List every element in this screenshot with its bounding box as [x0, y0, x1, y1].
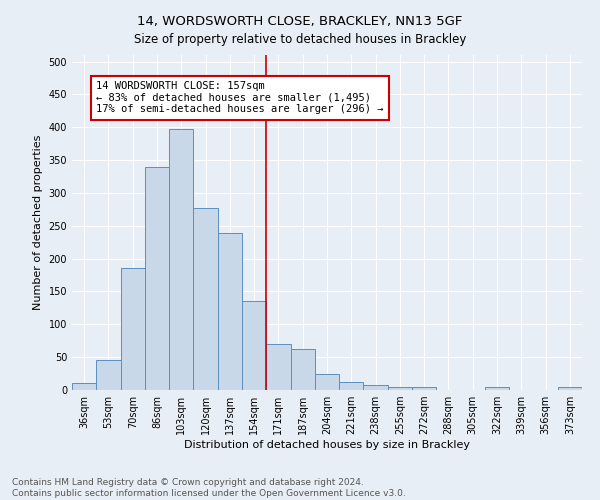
- Bar: [145, 168, 169, 390]
- Bar: [388, 386, 412, 390]
- Bar: [169, 128, 193, 390]
- Text: Contains HM Land Registry data © Crown copyright and database right 2024.
Contai: Contains HM Land Registry data © Crown c…: [12, 478, 406, 498]
- Bar: [339, 382, 364, 390]
- Bar: [315, 374, 339, 390]
- Bar: [364, 386, 388, 390]
- Bar: [558, 386, 582, 390]
- Y-axis label: Number of detached properties: Number of detached properties: [33, 135, 43, 310]
- Bar: [218, 233, 242, 390]
- X-axis label: Distribution of detached houses by size in Brackley: Distribution of detached houses by size …: [184, 440, 470, 450]
- Bar: [96, 360, 121, 390]
- Bar: [121, 268, 145, 390]
- Text: 14, WORDSWORTH CLOSE, BRACKLEY, NN13 5GF: 14, WORDSWORTH CLOSE, BRACKLEY, NN13 5GF: [137, 15, 463, 28]
- Bar: [290, 348, 315, 390]
- Text: Size of property relative to detached houses in Brackley: Size of property relative to detached ho…: [134, 32, 466, 46]
- Bar: [412, 386, 436, 390]
- Bar: [266, 344, 290, 390]
- Bar: [242, 302, 266, 390]
- Bar: [485, 386, 509, 390]
- Bar: [72, 384, 96, 390]
- Bar: [193, 208, 218, 390]
- Text: 14 WORDSWORTH CLOSE: 157sqm
← 83% of detached houses are smaller (1,495)
17% of : 14 WORDSWORTH CLOSE: 157sqm ← 83% of det…: [96, 82, 384, 114]
